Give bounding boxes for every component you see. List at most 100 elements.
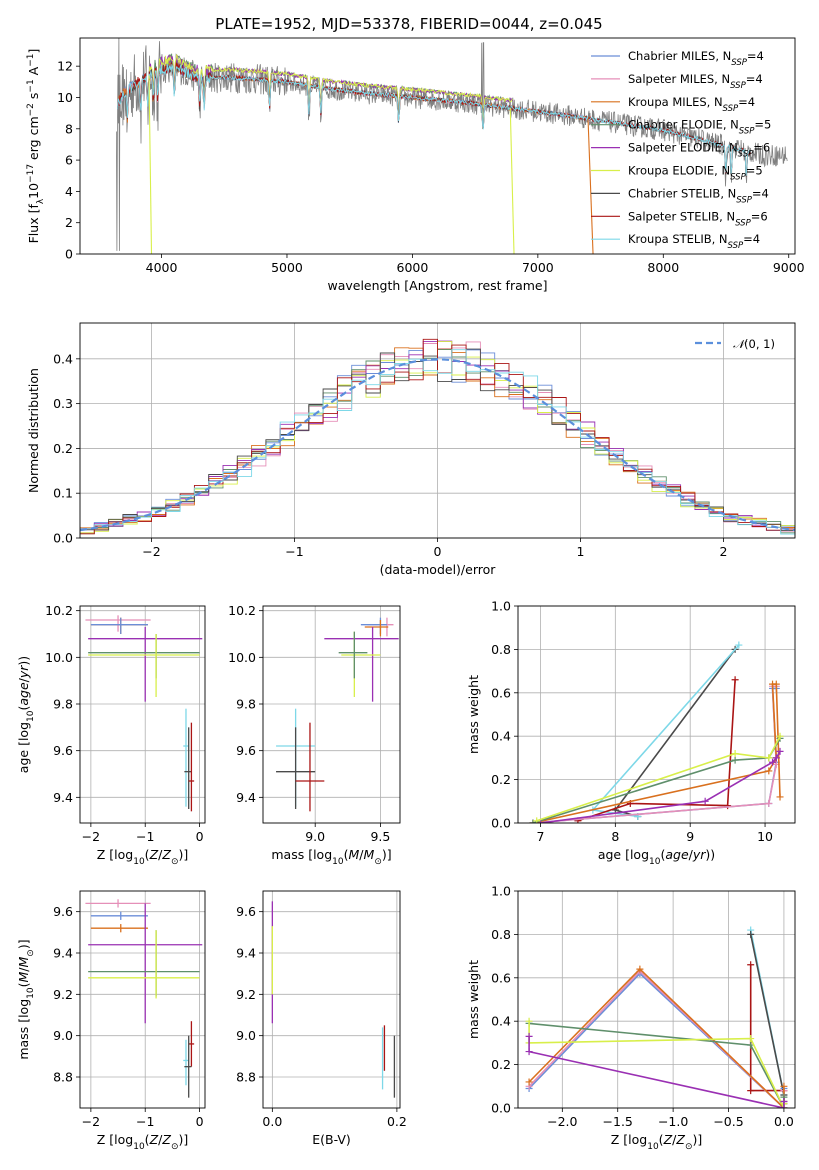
error-point-kroupa_elodie	[88, 634, 200, 697]
legend: Chabrier MILES, NSSP=4 Salpeter MILES, NS…	[591, 49, 771, 251]
plot-area	[85, 899, 203, 1098]
residuals-panel: −2 −1 0 1 2 0.0 0.1 0.2 0.3 0.4 (data-model)/error…	[26, 322, 796, 577]
y-tick-label: 9.4	[236, 946, 256, 961]
plot-area	[276, 617, 399, 812]
y-axis-label: mass [log10(M/M⊙)]	[16, 939, 36, 1059]
x-axis-label: (data-model)/error	[380, 562, 497, 577]
weight-marker	[747, 961, 755, 969]
legend: 𝒩(0, 1)	[695, 337, 775, 351]
error-point-chabrier_stelib	[184, 1035, 192, 1098]
x-tick-label: 0	[196, 1114, 204, 1129]
y-tick-label: 0.3	[53, 396, 73, 411]
error-point-salpeter_stelib	[295, 722, 325, 812]
error-point-chabrier_stelib	[276, 727, 316, 809]
x-axis-label: mass [log10(M/M⊙)]	[271, 847, 391, 867]
x-axis-label: E(B-V)	[312, 1132, 351, 1147]
y-tick-label: 8	[65, 121, 73, 136]
y-axis-label: age [log10(age/yr))	[16, 656, 36, 773]
axes-frame	[79, 322, 796, 539]
y-tick-label: 0.1	[53, 486, 73, 501]
x-tick-label: 8000	[647, 260, 679, 275]
weight-marker	[747, 1087, 755, 1095]
plot-area	[529, 641, 784, 823]
y-axis-label: Flux [fλ10−17 erg cm−2 s−1 A−1]	[26, 49, 46, 244]
y-tick-label: 9.4	[236, 790, 256, 805]
x-tick-label: 2	[720, 544, 728, 559]
x-tick-label: −2	[82, 1114, 100, 1129]
legend-entry: Salpeter STELIB, NSSP=6	[628, 209, 768, 228]
x-tick-label: 0.0	[774, 1114, 794, 1129]
y-tick-label: 9.6	[53, 904, 73, 919]
weight-marker	[701, 797, 709, 805]
y-tick-label: 0.6	[491, 970, 511, 985]
weight-vs-age-panel: 7 8 9 10 0.0 0.2 0.4 0.6 0.8 1.0 age [log10(age/yr…	[466, 599, 796, 867]
legend-entry: Salpeter ELODIE, NSSP=6	[628, 141, 770, 160]
y-tick-label: 0.6	[491, 685, 511, 700]
model-spectrum-kroupa_elodie	[148, 54, 513, 126]
weight-marker	[525, 1017, 533, 1025]
error-point-kroupa_elodie	[341, 631, 381, 697]
x-tick-label: 0	[196, 829, 204, 844]
y-tick-label: 0.4	[53, 351, 73, 366]
y-tick-label: 10.0	[228, 650, 256, 665]
y-tick-label: 0.2	[53, 441, 73, 456]
weight-vs-z-panel: −2.0 −1.5 −1.0 −0.5 0.0 0.0 0.2 0.4 0.6 0.8 1.0 Z […	[466, 884, 796, 1152]
y-tick-label: 10.2	[228, 603, 256, 618]
x-tick-label: −2	[142, 544, 160, 559]
weight-marker	[747, 1035, 755, 1043]
mass-vs-z-panel: −2 −1 0 8.8 9.0 9.2 9.4 9.6 Z [log10(Z/Z⊙)] mass …	[16, 890, 206, 1152]
weight-marker	[772, 680, 780, 688]
weight-marker	[769, 758, 777, 766]
weight-series-salpeter_elodie	[525, 1032, 788, 1108]
y-tick-label: 0.0	[491, 816, 511, 831]
residual-histogram-salpeter_stelib	[80, 338, 795, 535]
x-tick-label: 4000	[146, 260, 178, 275]
weight-marker	[731, 756, 739, 764]
weight-series-chabrier_stelib	[611, 645, 739, 820]
error-point-salpeter_stelib	[188, 722, 195, 812]
gaussian-reference	[80, 358, 795, 532]
axes-frame	[79, 605, 206, 824]
legend-entry: Kroupa STELIB, NSSP=4	[628, 232, 760, 251]
weight-marker	[780, 1104, 788, 1108]
y-tick-label: 0.0	[491, 1101, 511, 1116]
axes-frame	[262, 605, 401, 824]
plot-area	[271, 901, 396, 1098]
weight-marker	[525, 1032, 533, 1040]
grid	[263, 606, 400, 823]
error-point-salpeter_miles	[85, 615, 151, 632]
y-tick-label: 0.4	[491, 1014, 511, 1029]
error-point-chabrier_elodie	[88, 634, 200, 679]
y-tick-label: 0.0	[53, 531, 73, 546]
x-axis-label: Z [log10(Z/Z⊙)]	[611, 1132, 703, 1152]
x-tick-label: 7	[536, 829, 544, 844]
legend-entry: Chabrier ELODIE, NSSP=5	[628, 118, 771, 137]
legend-entry: Salpeter MILES, NSSP=4	[628, 72, 763, 91]
x-axis-label: age [log10(age/yr))	[598, 847, 715, 867]
x-tick-label: 1	[577, 544, 585, 559]
weight-marker	[776, 732, 784, 740]
weight-marker	[747, 930, 755, 938]
y-tick-label: 2	[65, 215, 73, 230]
y-tick-label: 4	[65, 184, 73, 199]
y-tick-label: 0.8	[491, 642, 511, 657]
observed-spectrum	[116, 38, 788, 251]
residual-histogram-kroupa_stelib	[80, 349, 795, 537]
weight-series-salpeter_elodie	[536, 747, 784, 823]
x-tick-label: 5000	[271, 260, 303, 275]
weight-marker	[525, 1078, 533, 1086]
error-point-kroupa_miles	[90, 924, 148, 933]
weight-marker	[772, 754, 780, 762]
x-tick-label: 9000	[773, 260, 805, 275]
error-point-chabrier_miles	[90, 911, 148, 920]
model-cutoff	[587, 118, 594, 254]
error-point-kroupa_stelib	[183, 1039, 189, 1086]
y-tick-label: 10.0	[45, 650, 73, 665]
weight-marker	[776, 747, 784, 755]
weight-marker	[636, 965, 644, 973]
x-tick-label: −1.5	[603, 1114, 633, 1129]
grid	[518, 605, 795, 824]
x-tick-label: 9.0	[305, 829, 325, 844]
y-tick-label: 9.6	[236, 743, 256, 758]
